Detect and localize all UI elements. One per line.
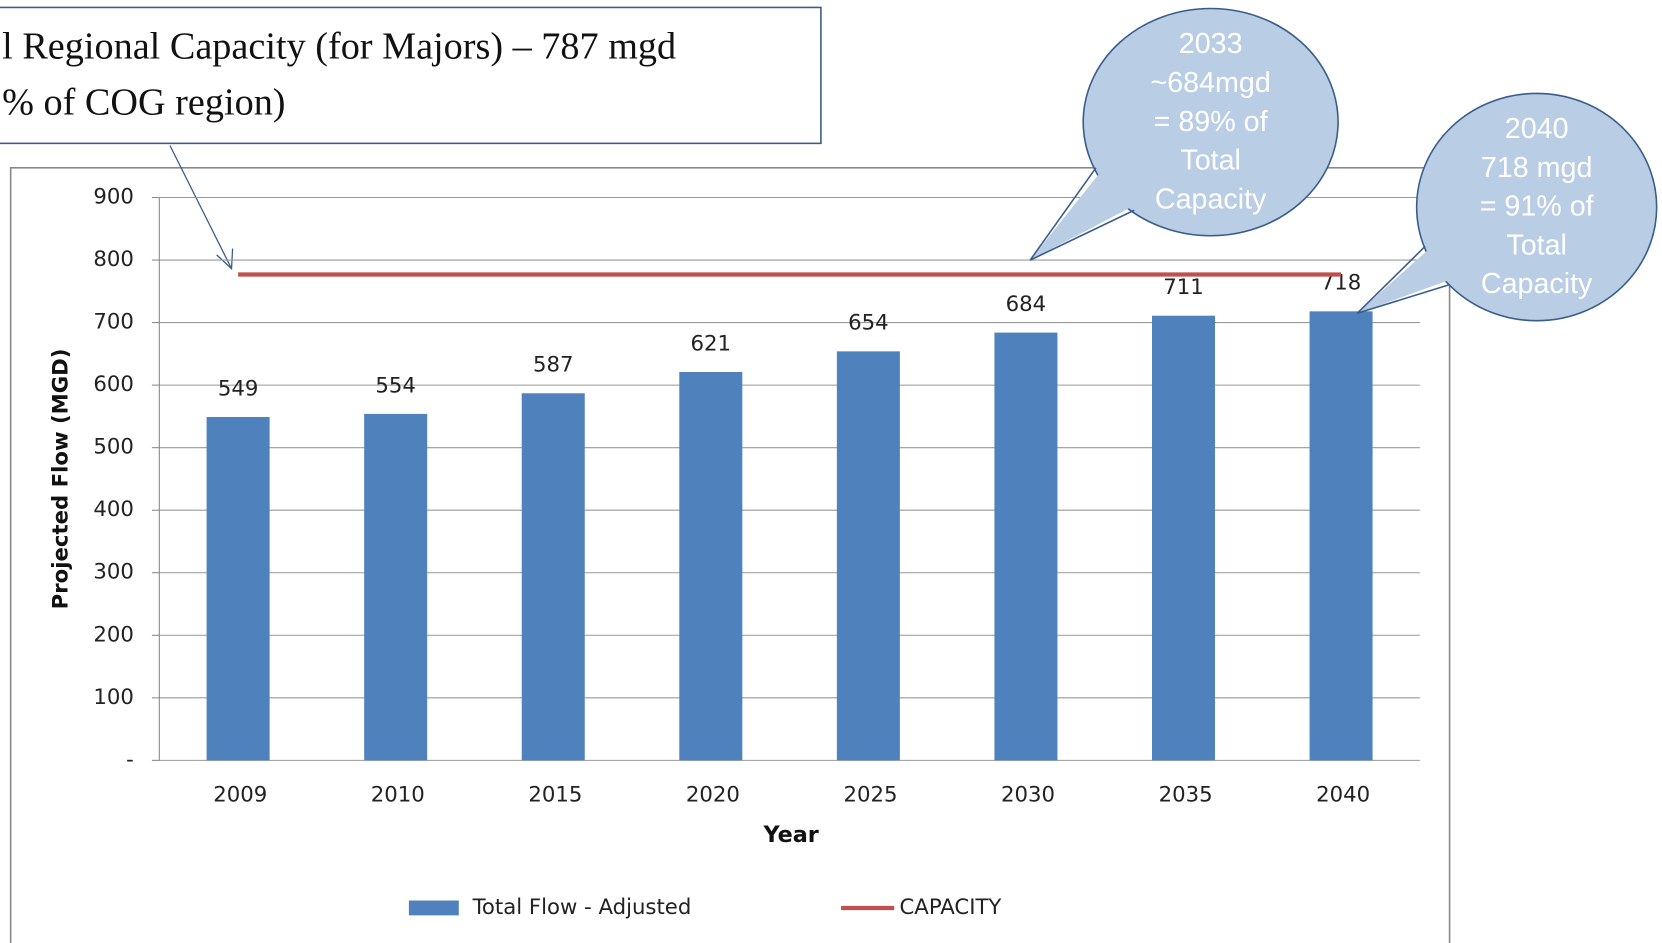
x-tick-label: 2015 <box>528 782 582 807</box>
y-tick-label: 200 <box>93 622 134 647</box>
data-label: 549 <box>218 376 259 401</box>
legend-label: CAPACITY <box>899 895 1001 920</box>
data-label: 587 <box>533 353 574 378</box>
callout-text: = 89% of <box>1154 106 1268 138</box>
y-tick-label: 600 <box>93 372 134 397</box>
bar <box>364 413 428 761</box>
bar <box>1151 315 1216 761</box>
callout-text: 2033 <box>1179 28 1243 60</box>
bar <box>994 332 1058 761</box>
bar <box>1309 311 1373 761</box>
arrow-head <box>216 248 234 271</box>
callout-bubble <box>1415 92 1658 322</box>
bar <box>679 371 743 761</box>
callout-text: 718 mgd <box>1481 152 1593 184</box>
data-label: 711 <box>1163 275 1204 300</box>
annotation-text: % of COG region) <box>2 82 285 124</box>
callout-tail <box>1030 163 1142 261</box>
annotation-arrow <box>169 145 233 269</box>
callout-text: ~684mgd <box>1150 67 1270 99</box>
y-tick-label: 400 <box>93 497 134 522</box>
y-tick-label: 900 <box>93 185 134 210</box>
annotation-box <box>0 6 822 145</box>
bar <box>521 393 585 761</box>
annotation-text: l Regional Capacity (for Majors) – 787 m… <box>2 25 676 67</box>
y-tick-label: 100 <box>93 685 134 710</box>
x-tick-label: 2009 <box>213 782 267 807</box>
y-tick-label: - <box>126 747 134 772</box>
y-tick-label: 500 <box>93 435 134 460</box>
y-axis-label: Projected Flow (MGD) <box>49 349 74 610</box>
y-tick-label: 300 <box>93 560 134 585</box>
callout-tail-edge <box>1356 283 1450 315</box>
callout-tail <box>1357 242 1459 314</box>
y-tick-label: 700 <box>93 310 134 335</box>
bar <box>206 417 270 761</box>
callout-text: Total <box>1506 229 1567 261</box>
x-tick-label: 2020 <box>686 782 740 807</box>
x-tick-label: 2030 <box>1001 782 1055 807</box>
data-label: 654 <box>848 311 889 336</box>
x-tick-label: 2040 <box>1316 782 1370 807</box>
legend-swatch <box>408 900 459 916</box>
legend-label: Total Flow - Adjusted <box>472 895 692 920</box>
callout-tail-edge <box>1029 167 1097 261</box>
callout-tail-edge <box>1029 209 1135 261</box>
callout-text: Capacity <box>1481 268 1593 300</box>
callout-text: = 91% of <box>1480 191 1594 223</box>
data-label: 621 <box>691 331 732 356</box>
bar <box>836 351 900 761</box>
y-tick-label: 800 <box>93 247 134 272</box>
callout-tail-edge <box>1356 245 1426 314</box>
callout-text: Capacity <box>1155 183 1267 215</box>
x-tick-label: 2035 <box>1159 782 1213 807</box>
data-label: 684 <box>1006 292 1047 317</box>
callout-text: Total <box>1180 145 1241 177</box>
x-axis-label: Year <box>763 822 819 848</box>
data-label: 554 <box>375 373 416 398</box>
callout-text: 2040 <box>1505 113 1569 145</box>
x-tick-label: 2025 <box>843 782 897 807</box>
callout-bubble <box>1082 7 1339 237</box>
x-tick-label: 2010 <box>371 782 425 807</box>
